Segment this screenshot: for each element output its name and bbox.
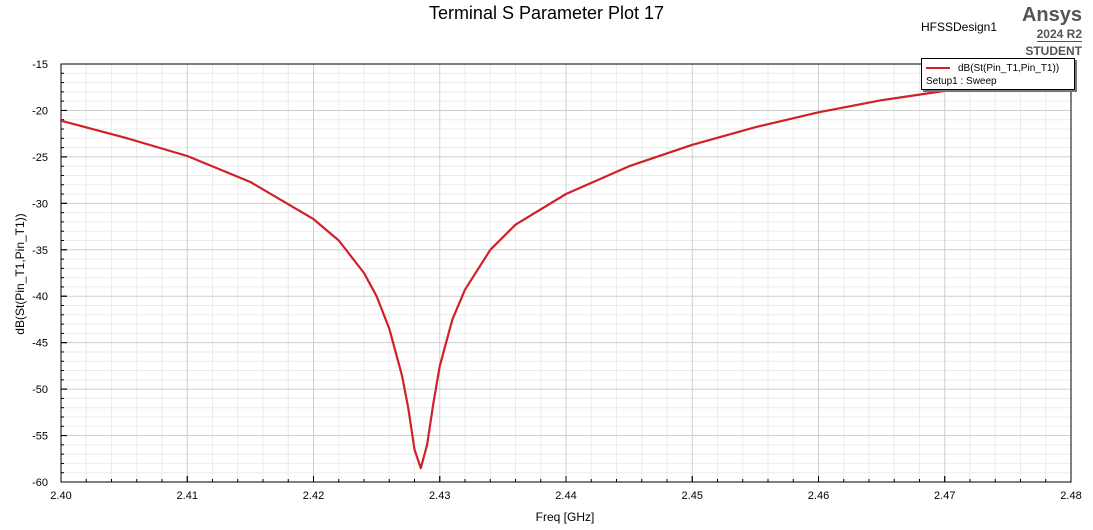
brand-name: Ansys bbox=[1021, 4, 1082, 26]
y-axis-label: dB(St(Pin_T1,Pin_T1)) bbox=[13, 213, 27, 335]
x-tick-label: 2.45 bbox=[682, 490, 703, 502]
legend-series-name: dB(St(Pin_T1,Pin_T1)) bbox=[958, 63, 1060, 74]
x-tick-label: 2.43 bbox=[429, 490, 450, 502]
x-tick-label: 2.46 bbox=[808, 490, 829, 502]
ansys-brand: Ansys 2024 R2 STUDENT bbox=[1022, 5, 1082, 59]
y-tick-label: -55 bbox=[32, 431, 48, 443]
y-tick-label: -15 bbox=[32, 59, 48, 71]
brand-edition: STUDENT bbox=[1025, 44, 1082, 58]
chart-title: Terminal S Parameter Plot 17 bbox=[428, 3, 665, 23]
y-tick-label: -35 bbox=[32, 245, 48, 257]
legend-setup: Setup1 : Sweep bbox=[926, 76, 997, 87]
x-tick-label: 2.41 bbox=[177, 490, 198, 502]
brand-version: 2024 R2 bbox=[1036, 27, 1082, 42]
y-tick-label: -50 bbox=[32, 384, 48, 396]
y-tick-label: -60 bbox=[32, 477, 48, 489]
y-tick-label: -30 bbox=[32, 198, 48, 210]
x-tick-label: 2.47 bbox=[934, 490, 955, 502]
x-tick-label: 2.48 bbox=[1060, 490, 1081, 502]
y-tick-label: -20 bbox=[32, 105, 48, 117]
x-tick-label: 2.42 bbox=[303, 490, 324, 502]
design-name: HFSSDesign1 bbox=[921, 20, 998, 34]
chart-legend[interactable]: dB(St(Pin_T1,Pin_T1)) Setup1 : Sweep bbox=[921, 58, 1075, 90]
y-tick-label: -45 bbox=[32, 338, 48, 350]
y-tick-label: -25 bbox=[32, 152, 48, 164]
legend-entry: dB(St(Pin_T1,Pin_T1)) bbox=[926, 63, 1072, 74]
x-tick-label: 2.40 bbox=[50, 490, 71, 502]
x-tick-label: 2.44 bbox=[555, 490, 576, 502]
series-line-0 bbox=[59, 87, 965, 470]
plot-frame bbox=[60, 63, 1072, 483]
legend-swatch bbox=[926, 67, 950, 70]
y-tick-label: -40 bbox=[32, 291, 48, 303]
x-axis-label: Freq [GHz] bbox=[535, 510, 595, 524]
